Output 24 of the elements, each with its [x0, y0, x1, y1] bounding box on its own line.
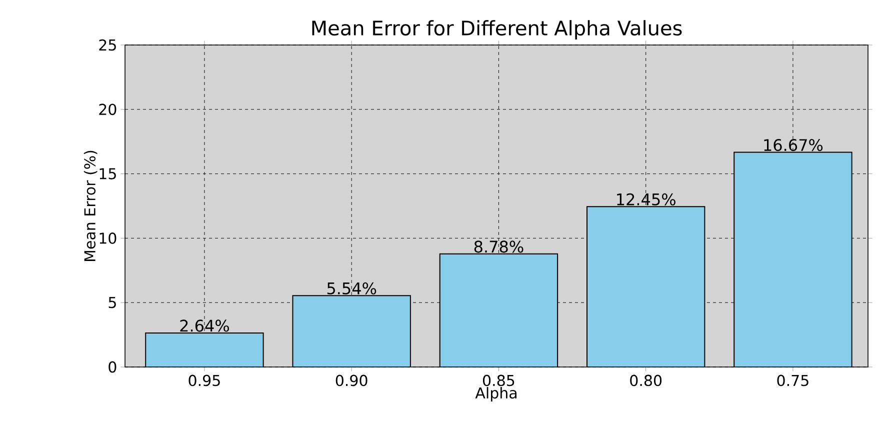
- x-tick-label: 0.75: [777, 374, 808, 386]
- x-tick-label: 0.80: [630, 374, 662, 386]
- y-tick-label: 0: [108, 361, 116, 373]
- data-label: 16.67%: [764, 138, 823, 152]
- y-tick-label: 5: [108, 297, 116, 308]
- y-tick-label: 10: [100, 232, 116, 244]
- data-label: 2.64%: [180, 320, 229, 332]
- bar: [440, 254, 558, 367]
- x-tick-label: 0.85: [482, 374, 514, 386]
- y-tick-label: 25: [99, 39, 116, 51]
- chart-title: Mean Error for Different Alpha Values: [312, 20, 682, 40]
- bar: [292, 296, 410, 367]
- y-tick-label: 15: [100, 168, 116, 180]
- bar: [146, 332, 264, 367]
- x-axis-title: Alpha: [475, 387, 516, 402]
- data-label: 12.45%: [617, 193, 676, 206]
- bar: [734, 152, 852, 367]
- data-label: 8.78%: [474, 240, 524, 253]
- x-tick-label: 0.90: [336, 374, 368, 386]
- data-label: 5.54%: [327, 282, 376, 294]
- y-tick-label: 20: [99, 104, 116, 116]
- bar: [586, 206, 705, 367]
- x-tick-label: 0.95: [188, 374, 220, 386]
- y-axis-title: Mean Error (%): [84, 150, 98, 261]
